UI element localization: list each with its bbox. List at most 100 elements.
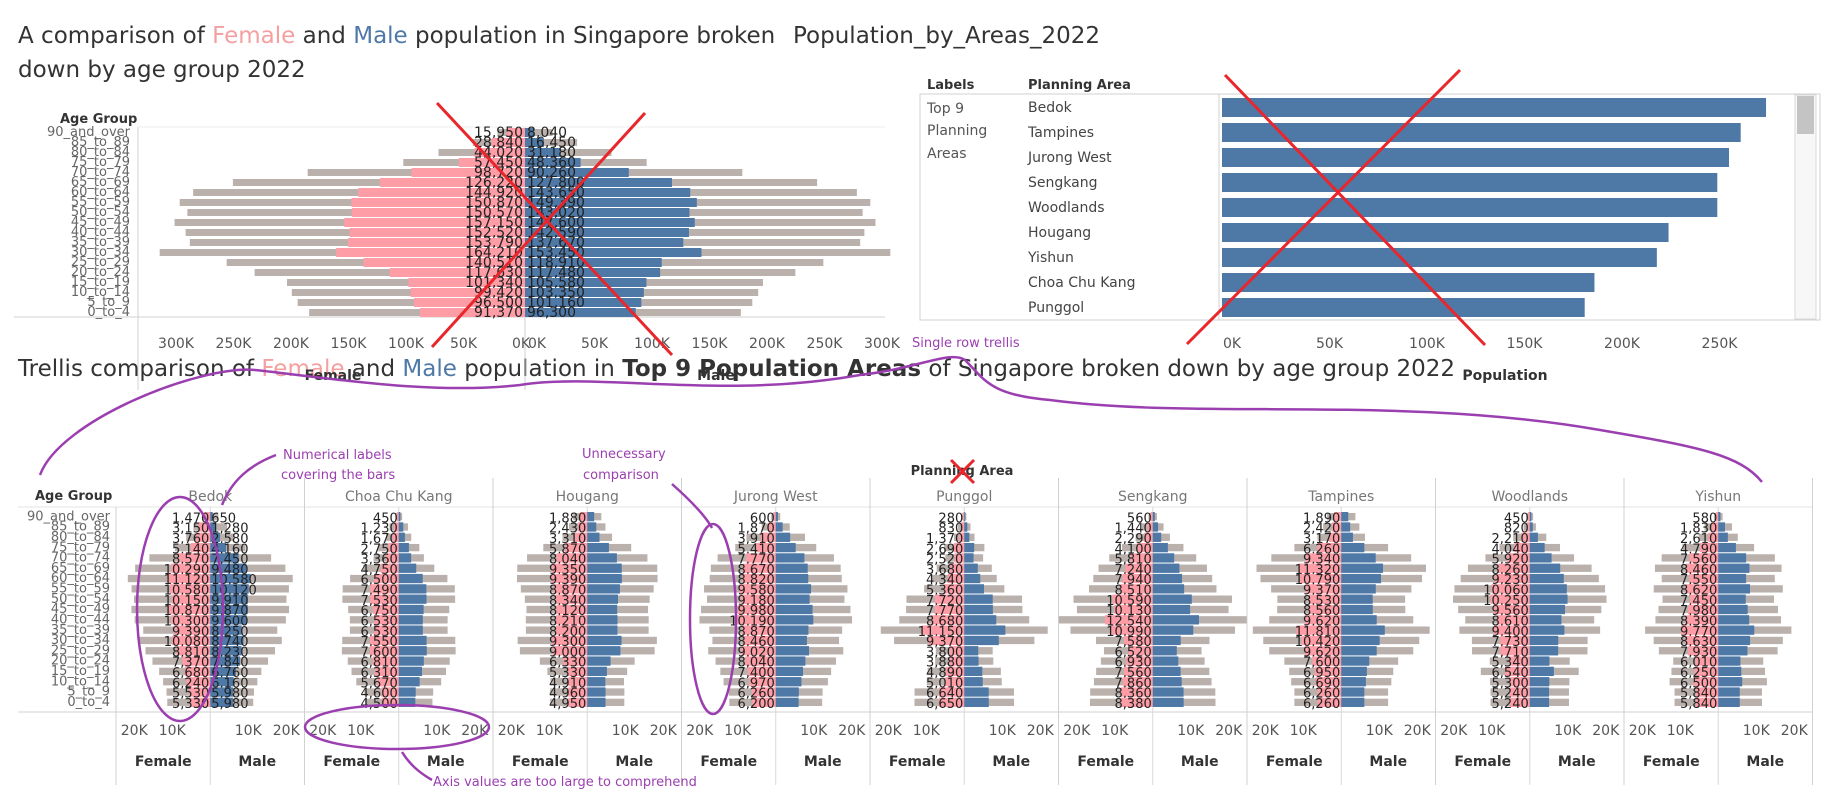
- total-bar-right: [1152, 533, 1170, 541]
- female-bar: [1694, 666, 1719, 677]
- male-data-label: 48,360: [527, 155, 576, 171]
- total-bar-right: [210, 647, 276, 655]
- total-bar-right: [1718, 678, 1767, 686]
- female-bar: [959, 532, 965, 542]
- total-bar-right: [587, 605, 649, 614]
- x-tick-label: 250K: [1702, 336, 1739, 352]
- annotation-numerical-labels-line2: covering the bars: [281, 468, 395, 483]
- female-bar: [954, 542, 965, 553]
- female-bar: [768, 522, 776, 532]
- female-data-label: 280: [938, 511, 963, 526]
- male-axis-title: Male: [1746, 754, 1784, 770]
- male-bar: [210, 656, 241, 666]
- x-tick-label-female: 20K: [498, 723, 526, 739]
- male-bar: [210, 615, 247, 625]
- total-bar-right: [964, 698, 1015, 706]
- total-bar-right: [210, 678, 258, 686]
- total-bar-right: [587, 585, 654, 593]
- total-bar-right: [964, 554, 984, 562]
- female-bar: [563, 656, 588, 666]
- total-bar-right: [1341, 523, 1360, 531]
- female-bar: [189, 697, 211, 707]
- female-bar: [1497, 615, 1530, 625]
- total-bar-right: [1718, 554, 1775, 562]
- female-data-label: 1,440: [1115, 522, 1152, 537]
- title-text-pre: A comparison of: [18, 23, 213, 49]
- total-bar-right: [525, 199, 871, 206]
- total-bar-right: [587, 636, 657, 645]
- total-bar-right: [1529, 585, 1606, 593]
- column-header-labels: Labels: [927, 78, 975, 93]
- female-data-label: 5,240: [1492, 697, 1529, 712]
- annotation-single-row: Single row trellis: [912, 336, 1020, 351]
- male-bar: [775, 687, 799, 697]
- x-tick-label-male: 10K: [1366, 723, 1394, 739]
- male-bar: [210, 553, 239, 563]
- scrollbar-track[interactable]: [1794, 94, 1817, 320]
- female-bar: [174, 625, 211, 635]
- female-axis-title: Female: [1266, 754, 1323, 770]
- male-bar: [210, 687, 233, 697]
- scrollbar-thumb[interactable]: [1797, 96, 1814, 134]
- female-bar: [397, 512, 399, 522]
- x-tick-label-female: 20K: [1440, 723, 1468, 739]
- female-bar: [1317, 542, 1342, 553]
- male-bar: [587, 625, 618, 635]
- male-bar: [587, 677, 606, 687]
- female-bar: [414, 298, 525, 307]
- female-bar: [556, 553, 588, 563]
- total-bar-right: [398, 513, 403, 521]
- male-data-label: 90,260: [527, 165, 576, 181]
- total-bar-right: [398, 605, 450, 614]
- male-bar: [1718, 604, 1748, 615]
- female-bar: [934, 594, 965, 604]
- x-tick-label-male: 150K: [692, 336, 729, 352]
- population-bar: [1222, 273, 1595, 292]
- female-bar: [167, 573, 211, 584]
- total-bar-right: [587, 554, 648, 562]
- total-bar-right: [775, 564, 841, 572]
- total-bar-right: [1341, 678, 1392, 686]
- female-bar: [928, 635, 965, 646]
- female-bar: [949, 656, 965, 666]
- total-bar-right: [1529, 616, 1595, 624]
- female-data-label: 1,230: [361, 522, 398, 537]
- male-bar: [964, 687, 989, 697]
- total-bar-right: [964, 513, 967, 521]
- x-tick-label-female: 10K: [1667, 723, 1695, 739]
- age-tick-label: 25_to_29: [51, 643, 110, 658]
- male-bar: [1341, 553, 1376, 563]
- female-bar: [171, 635, 211, 646]
- age-tick-label: 60_to_64: [51, 571, 110, 586]
- male-bar: [1341, 542, 1365, 553]
- total-bar-right: [775, 667, 832, 676]
- male-axis-title: Male: [1369, 754, 1407, 770]
- male-bar: [1341, 573, 1382, 584]
- female-bar: [351, 208, 525, 217]
- male-data-label: 650: [211, 511, 236, 526]
- total-bar-right: [964, 688, 1014, 696]
- male-data-label: 117,480: [527, 265, 585, 281]
- male-bar: [525, 308, 636, 317]
- x-tick-label-female: 50K: [450, 336, 478, 352]
- x-tick-label-female: 0K: [512, 336, 531, 352]
- male-bar: [210, 573, 251, 584]
- x-tick-label-female: 20K: [309, 723, 337, 739]
- male-data-label: 5,980: [211, 697, 248, 712]
- female-bar: [1315, 677, 1342, 687]
- female-axis-title: Female: [700, 754, 757, 770]
- male-bar: [1529, 666, 1554, 677]
- female-bar: [1711, 522, 1719, 532]
- row-header: Age Group: [60, 112, 137, 127]
- female-bar: [1308, 594, 1342, 604]
- x-tick-label-female: 10K: [1478, 723, 1506, 739]
- total-bar-right: [1529, 605, 1602, 614]
- female-bar: [1500, 646, 1530, 656]
- male-bar: [1529, 625, 1565, 635]
- female-bar: [1708, 532, 1719, 542]
- male-bar: [1529, 594, 1568, 604]
- female-bar: [760, 532, 776, 542]
- male-bar: [525, 248, 702, 257]
- total-bar-left: [159, 667, 211, 676]
